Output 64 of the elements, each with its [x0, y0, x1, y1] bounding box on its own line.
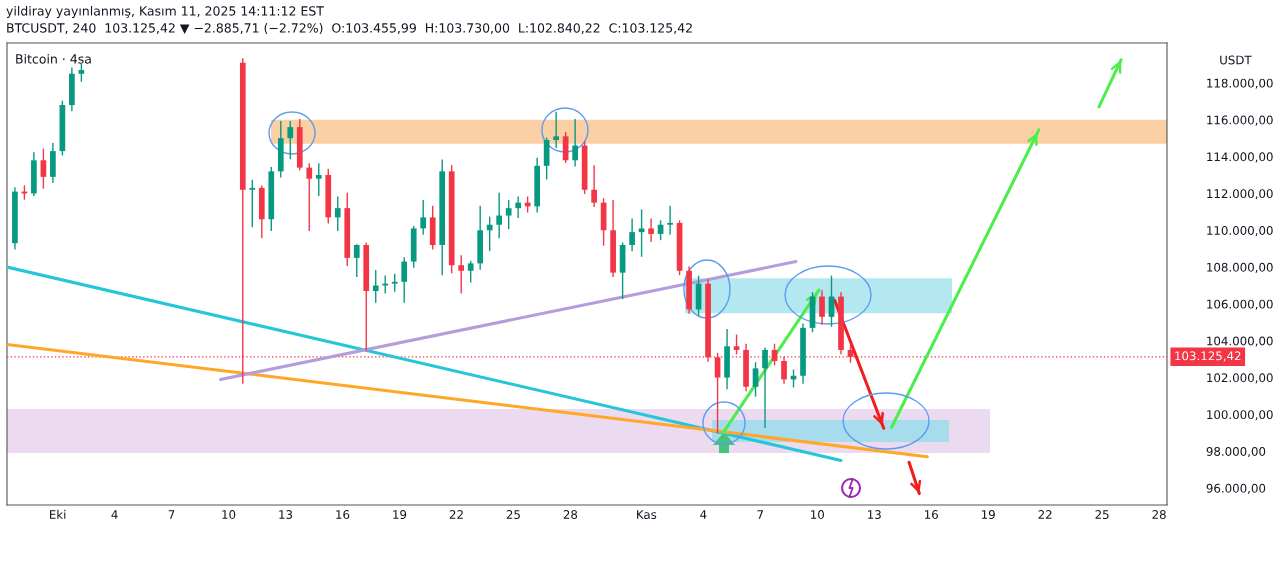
y-tick-label: 118.000,00: [1207, 78, 1273, 89]
y-tick-label: 112.000,00: [1207, 189, 1273, 200]
candlestick: [467, 260, 474, 283]
x-tick-label: 19: [981, 510, 995, 519]
y-tick-label: 102.000,00: [1207, 373, 1273, 384]
x-tick-label: Eki: [50, 509, 66, 519]
candlestick: [249, 179, 256, 228]
candlestick: [752, 362, 759, 397]
x-tick-label: Kas: [637, 510, 657, 519]
y-axis-title: USDT: [1220, 55, 1252, 65]
candlestick: [420, 200, 427, 235]
candlestick: [458, 255, 465, 294]
chart-subtitle: BTCUSDT, 240 103.125,42 ▼ −2.885,71 (−2.72%) O:103.455,99 H:103.730,00 L:102.840,22 C:103.125,42: [7, 22, 692, 35]
y-tick-label: 104.000,00: [1207, 336, 1273, 347]
x-tick-label: 22: [449, 510, 463, 519]
x-tick-label: 4: [700, 510, 707, 519]
candlestick: [591, 165, 597, 208]
x-tick-label: 10: [222, 510, 236, 519]
x-tick-label: 16: [336, 510, 350, 519]
candlestick: [629, 218, 635, 252]
x-tick-label: 13: [868, 510, 881, 519]
x-tick-label: 25: [1095, 510, 1109, 519]
y-tick-label: 110.000,00: [1207, 225, 1273, 237]
candlestick: [334, 196, 341, 231]
candlestick: [515, 196, 522, 219]
candlestick: [496, 192, 503, 239]
candlestick: [762, 347, 768, 428]
candlestick: [486, 216, 493, 252]
candlestick: [638, 209, 645, 257]
y-tick-label: 114.000,00: [1207, 152, 1273, 163]
candlestick: [667, 205, 673, 235]
y-tick-label: 116.000,00: [1207, 115, 1273, 126]
x-tick-label: 16: [924, 510, 938, 519]
annotation: Bitcoin · 4sa: [16, 53, 91, 64]
candlestick: [819, 290, 825, 325]
y-tick-label: 108.000,00: [1207, 262, 1273, 273]
candlestick: [648, 218, 654, 243]
x-tick-label: 28: [563, 510, 578, 519]
x-tick-label: 4: [111, 510, 118, 519]
x-tick-label: 7: [168, 510, 175, 519]
candlestick: [287, 120, 294, 160]
y-tick-label: 98.000,00: [1206, 446, 1266, 458]
candlestick: [306, 163, 313, 231]
chart-title: yildiray yayınlanmış, Kasım 11, 2025 14:11:12 EST: [6, 5, 324, 19]
y-tick-label: 96.000,00: [1206, 483, 1266, 494]
candlestick: [553, 111, 559, 149]
x-tick-label: 7: [757, 510, 764, 519]
y-tick-label: 106.000,00: [1207, 299, 1273, 310]
candlestick: [353, 244, 360, 277]
candlestick: [572, 119, 578, 167]
candlestick: [505, 200, 512, 230]
candlestick: [401, 257, 408, 303]
x-tick-label: 19: [393, 510, 407, 519]
x-tick-label: 28: [1152, 510, 1166, 519]
candlestick: [315, 163, 322, 196]
candlestick: [733, 334, 740, 355]
x-tick-label: 25: [506, 510, 520, 519]
y-tick-label: 100.000,00: [1207, 410, 1273, 421]
x-tick-label: 13: [279, 510, 293, 519]
x-tick-label: 22: [1038, 510, 1052, 519]
candlestick: [372, 270, 379, 303]
x-tick-label: 10: [811, 510, 824, 519]
candlestick: [40, 148, 47, 189]
ref-line-label: 103.125,42: [1175, 351, 1241, 362]
